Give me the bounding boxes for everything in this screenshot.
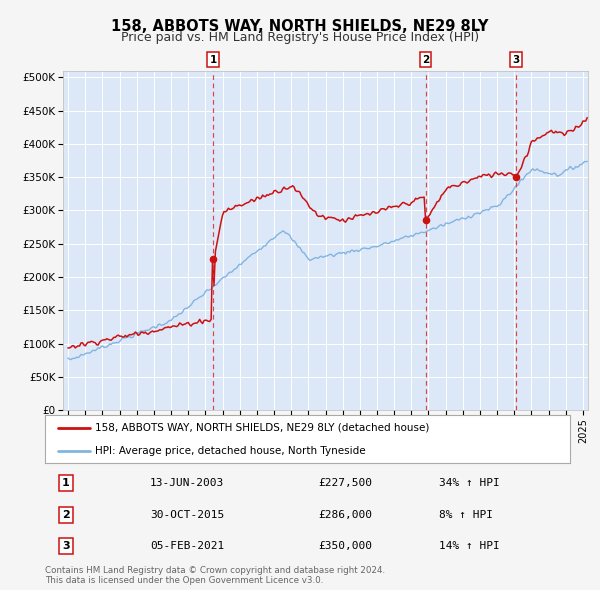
Text: £286,000: £286,000 — [318, 510, 372, 520]
Text: 13-JUN-2003: 13-JUN-2003 — [150, 478, 224, 489]
Text: £227,500: £227,500 — [318, 478, 372, 489]
Text: Contains HM Land Registry data © Crown copyright and database right 2024.: Contains HM Land Registry data © Crown c… — [45, 566, 385, 575]
Text: 8% ↑ HPI: 8% ↑ HPI — [439, 510, 493, 520]
Text: 158, ABBOTS WAY, NORTH SHIELDS, NE29 8LY: 158, ABBOTS WAY, NORTH SHIELDS, NE29 8LY — [112, 19, 488, 34]
Text: 2: 2 — [62, 510, 70, 520]
Text: 1: 1 — [62, 478, 70, 489]
Text: 30-OCT-2015: 30-OCT-2015 — [150, 510, 224, 520]
Text: 3: 3 — [62, 542, 70, 552]
Text: £350,000: £350,000 — [318, 542, 372, 552]
Text: This data is licensed under the Open Government Licence v3.0.: This data is licensed under the Open Gov… — [45, 576, 323, 585]
Text: Price paid vs. HM Land Registry's House Price Index (HPI): Price paid vs. HM Land Registry's House … — [121, 31, 479, 44]
Text: 1: 1 — [209, 55, 217, 65]
Text: HPI: Average price, detached house, North Tyneside: HPI: Average price, detached house, Nort… — [95, 446, 365, 456]
Text: 3: 3 — [512, 55, 520, 65]
Text: 2: 2 — [422, 55, 429, 65]
Text: 34% ↑ HPI: 34% ↑ HPI — [439, 478, 499, 489]
Text: 14% ↑ HPI: 14% ↑ HPI — [439, 542, 499, 552]
Text: 05-FEB-2021: 05-FEB-2021 — [150, 542, 224, 552]
Text: 158, ABBOTS WAY, NORTH SHIELDS, NE29 8LY (detached house): 158, ABBOTS WAY, NORTH SHIELDS, NE29 8LY… — [95, 423, 429, 433]
